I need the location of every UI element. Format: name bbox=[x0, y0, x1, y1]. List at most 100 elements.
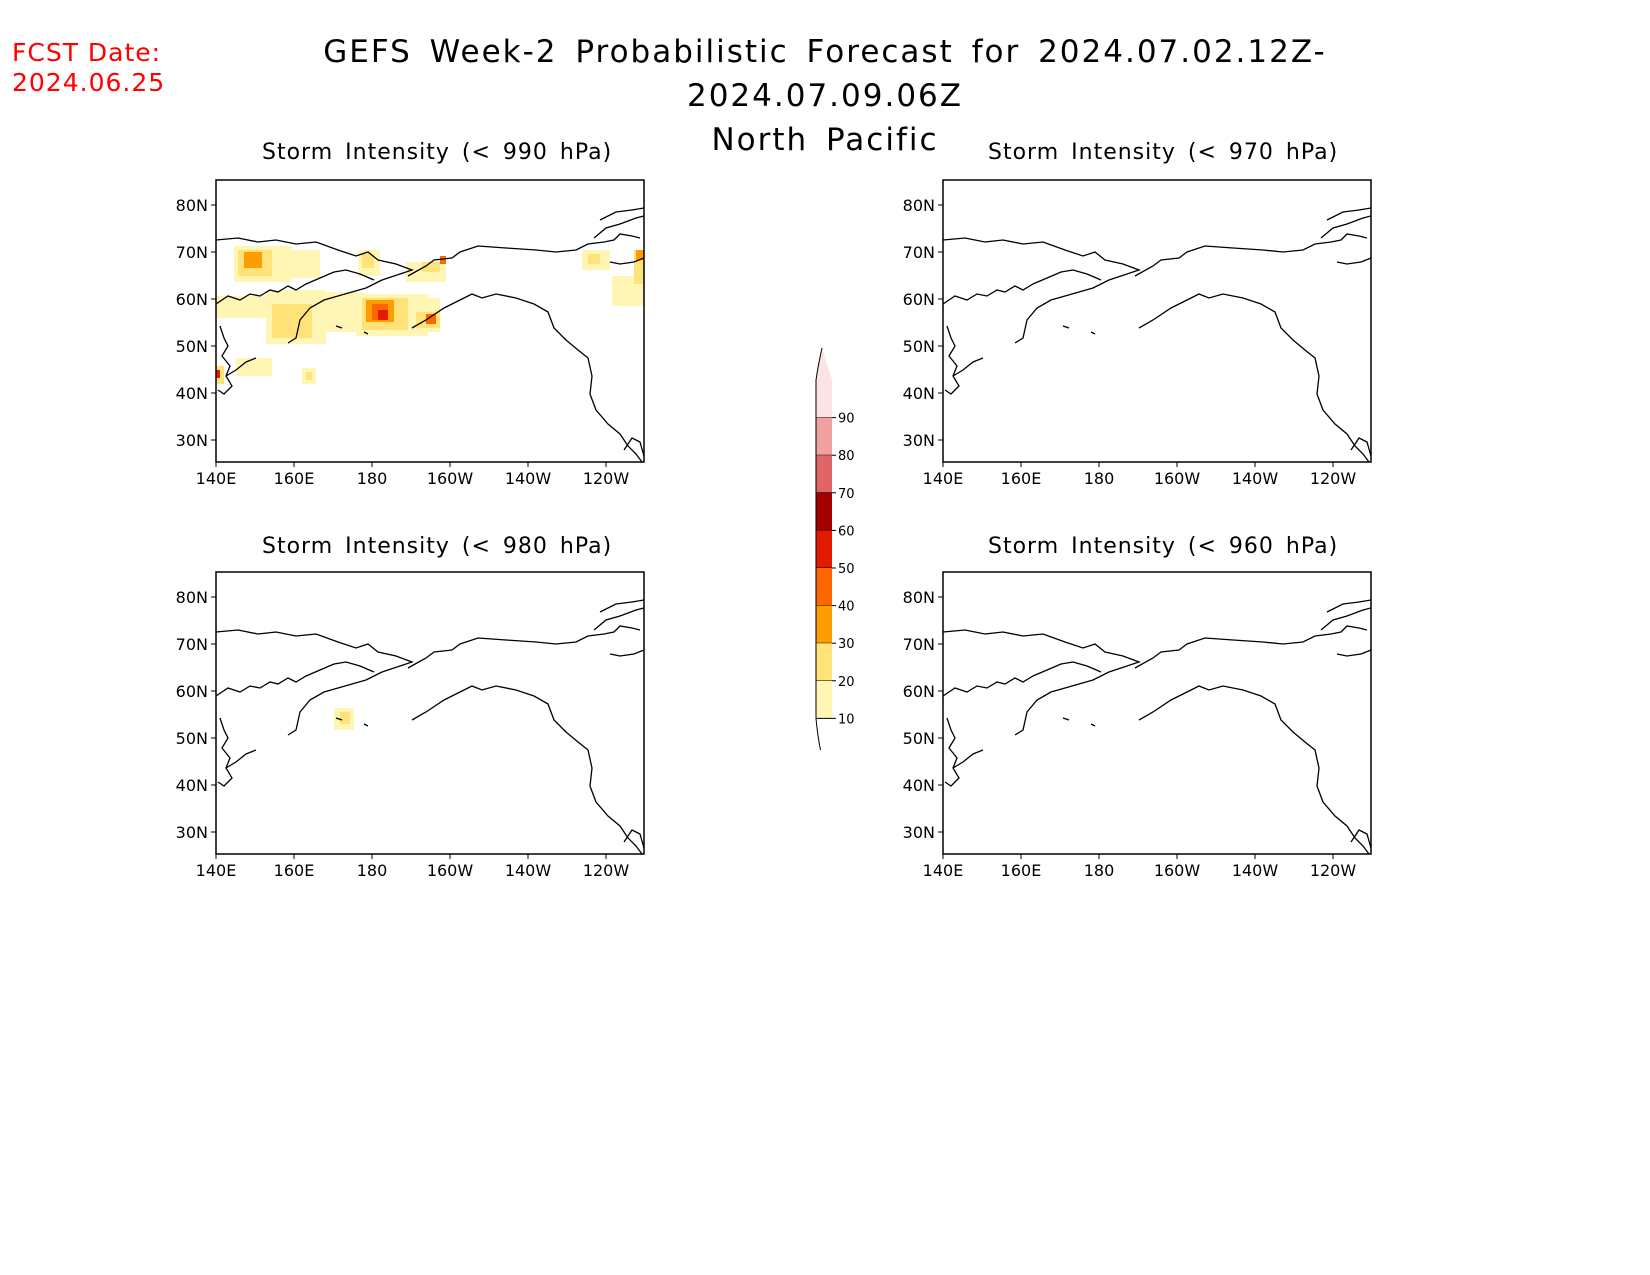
probability-cell bbox=[272, 304, 312, 338]
coastline bbox=[1320, 215, 1371, 239]
lat-tick-label: 60N bbox=[903, 682, 935, 701]
coastline bbox=[411, 293, 643, 462]
lat-tick-label: 80N bbox=[176, 588, 208, 607]
forecast-date-value: 2024.06.25 bbox=[12, 68, 166, 97]
colorbar-label: 60 bbox=[838, 524, 855, 539]
coastline bbox=[599, 207, 644, 221]
lon-tick-label: 160E bbox=[1001, 861, 1042, 880]
coastline bbox=[609, 257, 644, 265]
forecast-date-block: FCST Date: 2024.06.25 bbox=[12, 38, 165, 98]
coastline bbox=[1336, 257, 1371, 265]
lon-tick-label: 140W bbox=[505, 861, 552, 880]
coastline bbox=[411, 685, 643, 854]
coastline bbox=[599, 599, 644, 613]
colorbar-label: 30 bbox=[838, 637, 855, 652]
lon-tick-label: 160E bbox=[274, 861, 315, 880]
probability-cell bbox=[306, 372, 312, 380]
coastline bbox=[1138, 685, 1370, 854]
lat-tick-label: 60N bbox=[903, 290, 935, 309]
probability-cell bbox=[440, 256, 446, 264]
coastline bbox=[1336, 649, 1371, 657]
lon-tick-label: 160E bbox=[1001, 469, 1042, 488]
coastline bbox=[609, 649, 644, 657]
coastline bbox=[1320, 607, 1371, 631]
probability-cell bbox=[426, 314, 436, 324]
lat-tick-label: 30N bbox=[176, 431, 208, 450]
coastline bbox=[952, 749, 984, 769]
lat-tick-label: 60N bbox=[176, 290, 208, 309]
coastline bbox=[593, 607, 644, 631]
coastline bbox=[1350, 437, 1371, 457]
probability-cell bbox=[588, 254, 600, 264]
lat-tick-label: 50N bbox=[176, 729, 208, 748]
coastline bbox=[407, 233, 641, 277]
lon-tick-label: 140E bbox=[923, 861, 964, 880]
lat-tick-label: 40N bbox=[903, 776, 935, 795]
lon-tick-label: 140W bbox=[1232, 861, 1279, 880]
lat-tick-label: 30N bbox=[176, 823, 208, 842]
coastline bbox=[216, 237, 414, 344]
coastline bbox=[225, 357, 257, 377]
probability-cell bbox=[378, 310, 388, 320]
probability-cell bbox=[362, 254, 374, 268]
coastline bbox=[944, 325, 960, 395]
lat-tick-label: 70N bbox=[176, 635, 208, 654]
map-990: 140E 160E 180 160W 140W 120W 80N 70N 60N 50N 40N 30… bbox=[176, 179, 645, 488]
coastline bbox=[363, 331, 369, 335]
probability-cell bbox=[422, 262, 440, 272]
coastline bbox=[335, 717, 343, 721]
colorbar-swatch bbox=[816, 680, 832, 719]
coastline bbox=[407, 625, 641, 669]
probability-cell bbox=[340, 712, 350, 724]
coastline bbox=[216, 629, 414, 736]
colorbar-label: 80 bbox=[838, 449, 855, 464]
probability-cell bbox=[282, 250, 320, 278]
panel-title-970: Storm Intensity (< 970 hPa) bbox=[988, 140, 1339, 165]
colorbar-swatch bbox=[816, 643, 832, 681]
colorbar-label: 20 bbox=[838, 675, 855, 690]
lon-tick-label: 160E bbox=[274, 469, 315, 488]
probability-cell bbox=[244, 252, 262, 268]
coastline bbox=[943, 629, 1141, 736]
coastline bbox=[1138, 293, 1370, 462]
lon-tick-label: 180 bbox=[357, 861, 388, 880]
lon-tick-label: 140W bbox=[505, 469, 552, 488]
probability-colorbar: 90 80 70 60 50 40 30 20 10 bbox=[815, 347, 855, 750]
coastline bbox=[943, 661, 1102, 697]
lon-tick-label: 160W bbox=[427, 469, 474, 488]
lat-tick-label: 70N bbox=[903, 243, 935, 262]
coastline bbox=[1350, 829, 1371, 849]
coastline bbox=[217, 325, 233, 395]
coastline bbox=[216, 269, 375, 305]
colorbar-top-edge bbox=[815, 347, 823, 381]
probability-cell bbox=[216, 370, 220, 378]
probability-cell bbox=[636, 250, 644, 260]
colorbar-swatch bbox=[816, 492, 832, 531]
coastline bbox=[623, 829, 644, 849]
coastline bbox=[593, 215, 644, 239]
lat-tick-label: 50N bbox=[903, 729, 935, 748]
lat-tick-label: 80N bbox=[903, 196, 935, 215]
lat-tick-label: 50N bbox=[903, 337, 935, 356]
coastline bbox=[952, 357, 984, 377]
probability-cell bbox=[216, 296, 268, 318]
map-frame bbox=[942, 571, 1372, 855]
lon-tick-label: 140W bbox=[1232, 469, 1279, 488]
lon-tick-label: 140E bbox=[196, 861, 237, 880]
lat-tick-label: 50N bbox=[176, 337, 208, 356]
coastline bbox=[1326, 207, 1371, 221]
map-frame bbox=[215, 571, 645, 855]
title-line-2: North Pacific bbox=[711, 122, 939, 158]
lat-tick-label: 70N bbox=[176, 243, 208, 262]
map-background bbox=[943, 572, 1371, 854]
colorbar-swatch bbox=[816, 605, 832, 644]
lat-tick-label: 70N bbox=[903, 635, 935, 654]
coastline bbox=[217, 717, 233, 787]
coastline bbox=[1326, 599, 1371, 613]
figure-title: GEFS Week-2 Probabilistic Forecast for 2… bbox=[200, 30, 1450, 162]
map-background bbox=[216, 572, 644, 854]
coastline bbox=[1062, 717, 1070, 721]
colorbar-label: 90 bbox=[838, 412, 855, 427]
coastline bbox=[623, 437, 644, 457]
map-frame bbox=[215, 179, 645, 463]
